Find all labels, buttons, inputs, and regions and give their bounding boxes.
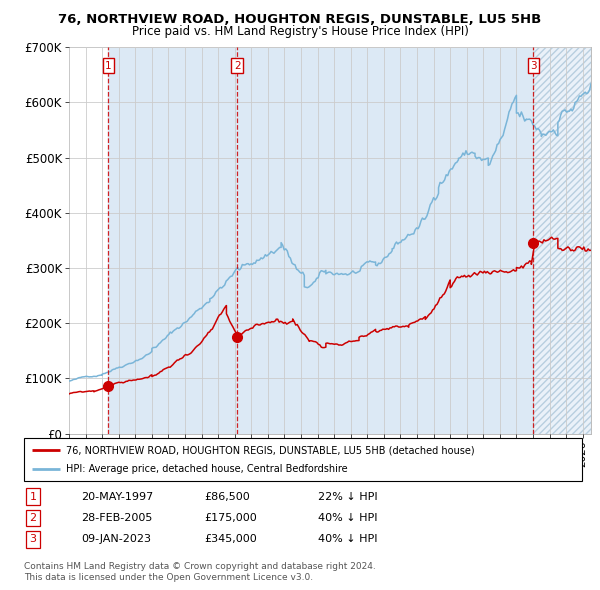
Text: HPI: Average price, detached house, Central Bedfordshire: HPI: Average price, detached house, Cent… [66, 464, 347, 474]
Text: 40% ↓ HPI: 40% ↓ HPI [318, 513, 377, 523]
Text: 22% ↓ HPI: 22% ↓ HPI [318, 492, 377, 502]
Text: 2: 2 [234, 61, 241, 71]
Text: 28-FEB-2005: 28-FEB-2005 [81, 513, 152, 523]
FancyBboxPatch shape [24, 438, 582, 481]
Text: 40% ↓ HPI: 40% ↓ HPI [318, 535, 377, 544]
Text: 3: 3 [530, 61, 537, 71]
Text: £86,500: £86,500 [204, 492, 250, 502]
Bar [109, 47, 238, 434]
Text: 09-JAN-2023: 09-JAN-2023 [81, 535, 151, 544]
Text: 3: 3 [29, 535, 37, 544]
Bar [533, 47, 591, 434]
Text: 76, NORTHVIEW ROAD, HOUGHTON REGIS, DUNSTABLE, LU5 5HB: 76, NORTHVIEW ROAD, HOUGHTON REGIS, DUNS… [58, 13, 542, 26]
Bar [238, 47, 533, 434]
Text: 20-MAY-1997: 20-MAY-1997 [81, 492, 153, 502]
Text: Price paid vs. HM Land Registry's House Price Index (HPI): Price paid vs. HM Land Registry's House … [131, 25, 469, 38]
Text: Contains HM Land Registry data © Crown copyright and database right 2024.: Contains HM Land Registry data © Crown c… [24, 562, 376, 571]
Text: This data is licensed under the Open Government Licence v3.0.: This data is licensed under the Open Gov… [24, 573, 313, 582]
Text: £345,000: £345,000 [204, 535, 257, 544]
Text: 1: 1 [105, 61, 112, 71]
Text: 2: 2 [29, 513, 37, 523]
Text: 1: 1 [29, 492, 37, 502]
Text: £175,000: £175,000 [204, 513, 257, 523]
Text: 76, NORTHVIEW ROAD, HOUGHTON REGIS, DUNSTABLE, LU5 5HB (detached house): 76, NORTHVIEW ROAD, HOUGHTON REGIS, DUNS… [66, 445, 475, 455]
Bar [533, 47, 591, 434]
